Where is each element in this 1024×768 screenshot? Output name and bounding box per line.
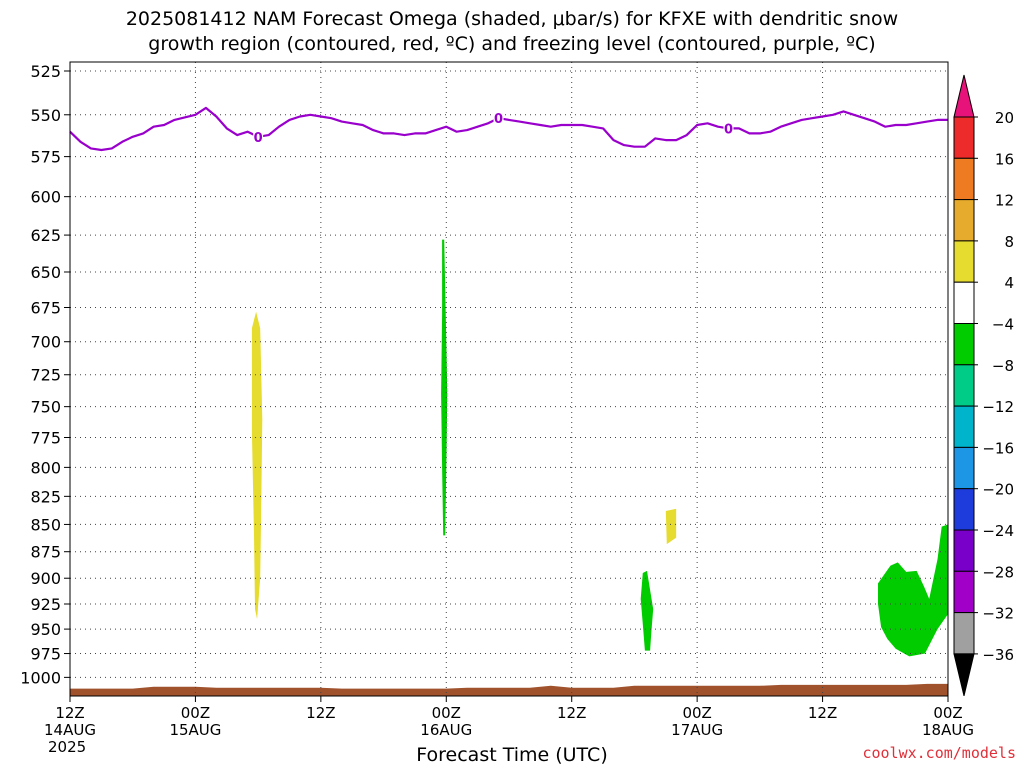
freezing-level-line bbox=[69, 106, 948, 152]
omega-region-2 bbox=[441, 239, 448, 536]
y-tick-label-725: 725 bbox=[30, 366, 61, 385]
colorbar-box-13 bbox=[953, 612, 975, 655]
x-tick-label-12-1: 00Z bbox=[181, 704, 210, 722]
x-tick-label-36-2: 16AUG bbox=[420, 721, 472, 739]
y-tick-label-525: 525 bbox=[30, 62, 61, 81]
omega-region-5 bbox=[878, 524, 948, 657]
freezing-level-label-3: 0 bbox=[724, 122, 733, 137]
y-tick-label-750: 750 bbox=[30, 398, 61, 417]
freezing-level-label-bg-2 bbox=[493, 111, 504, 126]
colorbar-box-7 bbox=[953, 364, 975, 407]
colorbar-box-1 bbox=[953, 116, 975, 159]
y-tick-label-800: 800 bbox=[30, 458, 61, 477]
freezing-level-label-2: 0 bbox=[494, 112, 503, 127]
credit-link[interactable]: coolwx.com/models bbox=[862, 744, 1016, 762]
x-tick-label-0-3: 2025 bbox=[48, 738, 86, 756]
x-tick-label-60-1: 00Z bbox=[682, 704, 711, 722]
x-tick-label-0-2: 14AUG bbox=[44, 721, 96, 739]
colorbar-label-12: −28 bbox=[982, 563, 1014, 581]
colorbar-label-4: 8 bbox=[1004, 233, 1014, 251]
chart-title-line-2: growth region (contoured, red, ºC) and f… bbox=[148, 33, 876, 55]
y-tick-label-975: 975 bbox=[30, 645, 61, 664]
colorbar: 20 16 12 8 4 −4 −8 −12 −16 −20 −24 −28 −32 −36 bbox=[953, 74, 1014, 697]
y-tick-label-550: 550 bbox=[30, 106, 61, 125]
y-tick-label-700: 700 bbox=[30, 333, 61, 352]
colorbar-label-7: −8 bbox=[992, 357, 1014, 375]
y-tick-label-850: 850 bbox=[30, 515, 61, 534]
omega-region-3 bbox=[665, 508, 677, 545]
colorbar-label-8: −12 bbox=[982, 398, 1014, 416]
y-tick-label-575: 575 bbox=[30, 148, 61, 167]
y-tick-label-650: 650 bbox=[30, 263, 61, 282]
colorbar-box-10 bbox=[953, 488, 975, 531]
colorbar-label-5: 4 bbox=[1004, 274, 1014, 292]
y-tick-label-675: 675 bbox=[30, 298, 61, 317]
x-tick-label-0-1: 12Z bbox=[55, 704, 84, 722]
terrain-layer bbox=[70, 683, 948, 696]
x-tick-label-84-1: 00Z bbox=[933, 704, 962, 722]
freezing-level-label-bg-1 bbox=[253, 129, 264, 144]
x-tick-label-72-1: 12Z bbox=[808, 704, 837, 722]
y-tick-label-1000: 1000 bbox=[20, 668, 61, 687]
y-tick-label-775: 775 bbox=[30, 429, 61, 448]
omega-shading-layer bbox=[251, 239, 948, 657]
colorbar-box-12 bbox=[953, 570, 975, 614]
x-tick-label-60-2: 17AUG bbox=[671, 721, 723, 739]
plot-frame bbox=[69, 61, 949, 697]
colorbar-label-10: −20 bbox=[982, 481, 1014, 499]
colorbar-box-4 bbox=[953, 240, 975, 283]
colorbar-box-3 bbox=[953, 199, 975, 242]
x-tick-label-84-2: 18AUG bbox=[922, 721, 974, 739]
colorbar-bottom-triangle bbox=[953, 653, 975, 697]
freezing-level-layer: 0 0 0 bbox=[69, 106, 948, 152]
colorbar-label-9: −16 bbox=[982, 439, 1014, 457]
x-tick-label-36-1: 00Z bbox=[432, 704, 461, 722]
colorbar-label-2: 16 bbox=[995, 150, 1014, 168]
x-tick-label-48-1: 12Z bbox=[557, 704, 586, 722]
omega-region-4 bbox=[640, 570, 654, 651]
colorbar-label-6: −4 bbox=[992, 316, 1014, 334]
y-tick-label-875: 875 bbox=[30, 543, 61, 562]
y-tick-label-925: 925 bbox=[30, 595, 61, 614]
colorbar-box-11 bbox=[953, 529, 975, 572]
x-axis-label: Forecast Time (UTC) bbox=[416, 744, 608, 766]
y-tick-label-825: 825 bbox=[30, 487, 61, 506]
colorbar-label-3: 12 bbox=[995, 192, 1014, 210]
colorbar-box-9 bbox=[953, 446, 975, 490]
x-tick-label-24-1: 12Z bbox=[306, 704, 335, 722]
axes-layer: 525 550 575 600 625 650 675 700 725 750 775 800 825 8… bbox=[20, 61, 974, 756]
colorbar-top-triangle bbox=[953, 74, 975, 118]
omega-region-1 bbox=[251, 311, 263, 620]
colorbar-box-5 bbox=[953, 281, 975, 325]
y-tick-label-600: 600 bbox=[30, 188, 61, 207]
y-tick-label-625: 625 bbox=[30, 226, 61, 245]
colorbar-box-6 bbox=[953, 323, 975, 366]
colorbar-label-14: −36 bbox=[982, 646, 1014, 664]
y-tick-label-900: 900 bbox=[30, 569, 61, 588]
grid-layer bbox=[69, 62, 949, 696]
colorbar-box-2 bbox=[953, 157, 975, 201]
terrain-fill bbox=[70, 683, 948, 696]
x-tick-label-12-2: 15AUG bbox=[169, 721, 221, 739]
y-tick-label-950: 950 bbox=[30, 620, 61, 639]
colorbar-label-1: 20 bbox=[995, 109, 1014, 127]
chart-title-line-1: 2025081412 NAM Forecast Omega (shaded, μ… bbox=[125, 8, 899, 30]
freezing-level-label-1: 0 bbox=[254, 131, 263, 146]
freezing-level-label-bg-3 bbox=[723, 121, 734, 136]
colorbar-box-8 bbox=[953, 405, 975, 448]
colorbar-label-11: −24 bbox=[982, 522, 1014, 540]
colorbar-label-13: −32 bbox=[982, 605, 1014, 623]
